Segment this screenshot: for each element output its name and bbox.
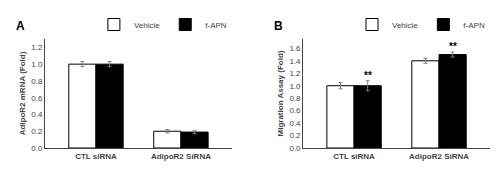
svg-text:Migration Assay (Fold): Migration Assay (Fold) — [276, 50, 285, 136]
svg-text:f-APN: f-APN — [463, 21, 485, 30]
svg-text:CTL siRNA: CTL siRNA — [75, 152, 117, 161]
svg-text:0.0: 0.0 — [31, 144, 43, 153]
svg-text:**: ** — [449, 41, 457, 52]
svg-text:0.8: 0.8 — [289, 94, 301, 103]
svg-text:1.0: 1.0 — [31, 60, 43, 69]
svg-text:0.2: 0.2 — [289, 131, 301, 140]
svg-text:f-APN: f-APN — [205, 21, 227, 30]
svg-text:1.2: 1.2 — [31, 43, 43, 52]
svg-text:AdipoR2 SiRNA: AdipoR2 SiRNA — [409, 152, 469, 161]
svg-text:B: B — [274, 19, 283, 33]
svg-text:A: A — [16, 19, 25, 33]
svg-text:**: ** — [364, 70, 372, 81]
svg-text:CTL siRNA: CTL siRNA — [333, 152, 375, 161]
svg-text:0.6: 0.6 — [289, 106, 301, 115]
svg-text:1.0: 1.0 — [289, 82, 301, 91]
svg-text:AdipoR2 mRNA (Fold): AdipoR2 mRNA (Fold) — [18, 51, 27, 135]
svg-text:Vehicle: Vehicle — [392, 21, 418, 30]
svg-text:1.6: 1.6 — [289, 44, 301, 53]
svg-text:0.6: 0.6 — [31, 93, 43, 102]
svg-text:0.8: 0.8 — [31, 77, 43, 86]
svg-text:0.2: 0.2 — [31, 127, 43, 136]
svg-text:0.4: 0.4 — [31, 110, 43, 119]
svg-text:AdipoR2 SiRNA: AdipoR2 SiRNA — [151, 152, 211, 161]
svg-text:1.2: 1.2 — [289, 69, 301, 78]
svg-text:0.0: 0.0 — [289, 144, 301, 153]
svg-text:0.4: 0.4 — [289, 119, 301, 128]
svg-text:1.4: 1.4 — [289, 57, 301, 66]
svg-text:Vehicle: Vehicle — [134, 21, 160, 30]
